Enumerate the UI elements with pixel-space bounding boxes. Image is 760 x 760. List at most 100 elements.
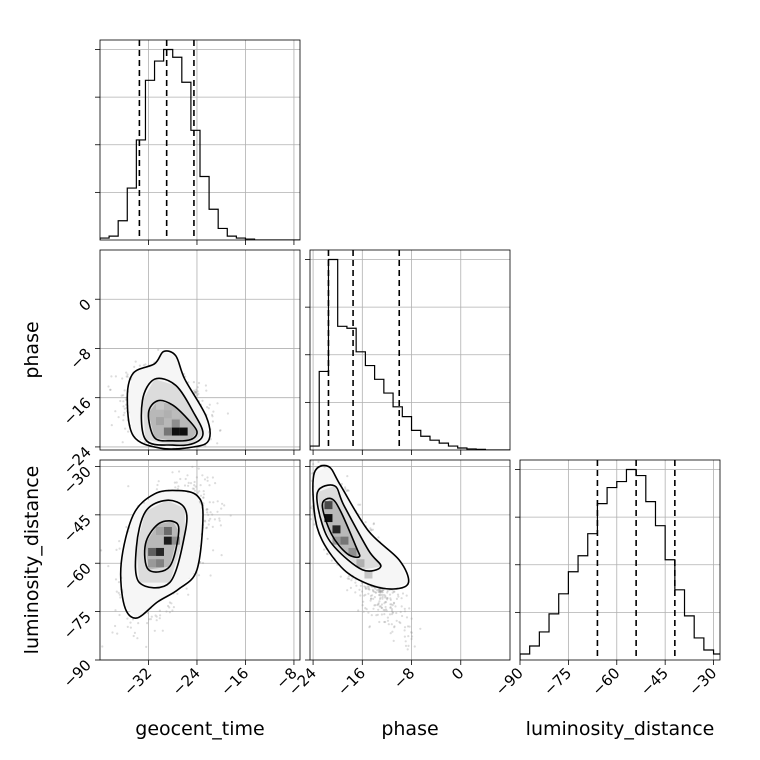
scatter-point <box>410 631 413 634</box>
scatter-point <box>385 597 388 600</box>
scatter-point <box>411 635 414 638</box>
scatter-point <box>367 592 370 595</box>
scatter-point <box>157 348 160 351</box>
scatter-point <box>405 616 409 619</box>
scatter-point <box>201 474 204 477</box>
scatter-point <box>374 591 378 594</box>
scatter-point <box>202 496 205 499</box>
scatter-point <box>156 483 159 487</box>
scatter-point <box>377 603 380 606</box>
scatter-point <box>133 365 136 368</box>
scatter-point <box>346 475 349 478</box>
scatter-point <box>223 504 226 507</box>
scatter-point <box>374 587 377 590</box>
scatter-point <box>383 602 386 605</box>
scatter-point <box>350 579 353 582</box>
scatter-point <box>373 604 376 607</box>
scatter-point <box>167 604 170 608</box>
scatter-point <box>371 594 374 597</box>
scatter-point <box>381 597 384 600</box>
density-cell <box>356 559 365 568</box>
scatter-point <box>378 605 381 608</box>
contour-line-1 <box>143 520 180 573</box>
contour-line-2 <box>134 499 188 589</box>
x-axis-label-luminosity-distance: luminosity_distance <box>526 718 715 740</box>
scatter-point <box>380 589 384 592</box>
scatter-point <box>119 399 122 403</box>
scatter-point <box>203 519 206 522</box>
tick-label-y-luminosity-distance: −45 <box>60 511 95 546</box>
scatter-point <box>117 581 121 584</box>
scatter-point <box>382 608 385 612</box>
scatter-point <box>365 608 368 611</box>
scatter-point <box>303 462 305 464</box>
scatter-point <box>122 400 125 403</box>
scatter-point <box>205 527 208 530</box>
scatter-point <box>129 621 132 624</box>
scatter-point <box>185 587 188 590</box>
scatter-point <box>395 597 398 601</box>
scatter-point <box>197 392 200 395</box>
scatter-point <box>172 606 175 609</box>
x-axis-label-geocent-time: geocent_time <box>135 718 264 740</box>
scatter-point <box>126 625 129 629</box>
scatter-point <box>386 589 389 593</box>
scatter-point <box>392 602 396 605</box>
scatter-point <box>218 519 221 522</box>
scatter-point <box>194 391 197 394</box>
scatter-point <box>202 496 205 499</box>
scatter-point <box>378 593 381 597</box>
scatter-point <box>122 405 125 408</box>
scatter-point <box>199 494 203 497</box>
scatter-point <box>209 574 212 577</box>
scatter-point <box>406 648 409 651</box>
scatter-point <box>219 429 222 432</box>
scatter-point <box>375 614 378 617</box>
scatter-point <box>187 481 190 484</box>
joint-panel-phase-vs-luminosity-distance <box>303 459 511 665</box>
scatter-point <box>390 603 393 606</box>
scatter-point <box>205 508 208 511</box>
scatter-point <box>379 593 383 597</box>
scatter-point <box>195 388 198 391</box>
scatter-point <box>133 631 136 635</box>
scatter-point <box>381 591 384 594</box>
scatter-point <box>397 595 400 598</box>
scatter-point <box>136 637 139 640</box>
scatter-point <box>121 441 124 444</box>
scatter-point <box>364 607 367 610</box>
scatter-point <box>158 617 161 620</box>
scatter-point <box>123 411 126 414</box>
scatter-point <box>107 565 110 568</box>
scatter-point <box>307 532 309 534</box>
density-cell <box>156 401 164 410</box>
scatter-point <box>384 608 388 611</box>
scatter-point <box>367 587 371 591</box>
scatter-point <box>361 604 364 607</box>
scatter-point <box>165 610 168 613</box>
scatter-point <box>346 577 349 580</box>
scatter-point <box>370 528 373 531</box>
scatter-point <box>305 471 307 473</box>
density-cell <box>163 536 172 545</box>
scatter-point <box>194 485 197 488</box>
scatter-point <box>168 606 171 609</box>
scatter-point <box>377 588 380 591</box>
scatter-point <box>178 470 181 473</box>
scatter-point <box>202 490 205 493</box>
scatter-point <box>370 614 373 617</box>
scatter-point <box>403 629 406 632</box>
scatter-point <box>110 424 113 427</box>
scatter-point <box>229 514 232 517</box>
scatter-point <box>369 599 372 602</box>
scatter-point <box>168 601 171 604</box>
scatter-point <box>138 364 141 367</box>
scatter-point <box>114 410 117 413</box>
scatter-point <box>191 465 194 468</box>
scatter-point <box>205 526 208 529</box>
scatter-point <box>373 596 376 599</box>
scatter-point <box>383 593 386 597</box>
scatter-point <box>122 419 125 422</box>
scatter-point <box>378 620 381 624</box>
